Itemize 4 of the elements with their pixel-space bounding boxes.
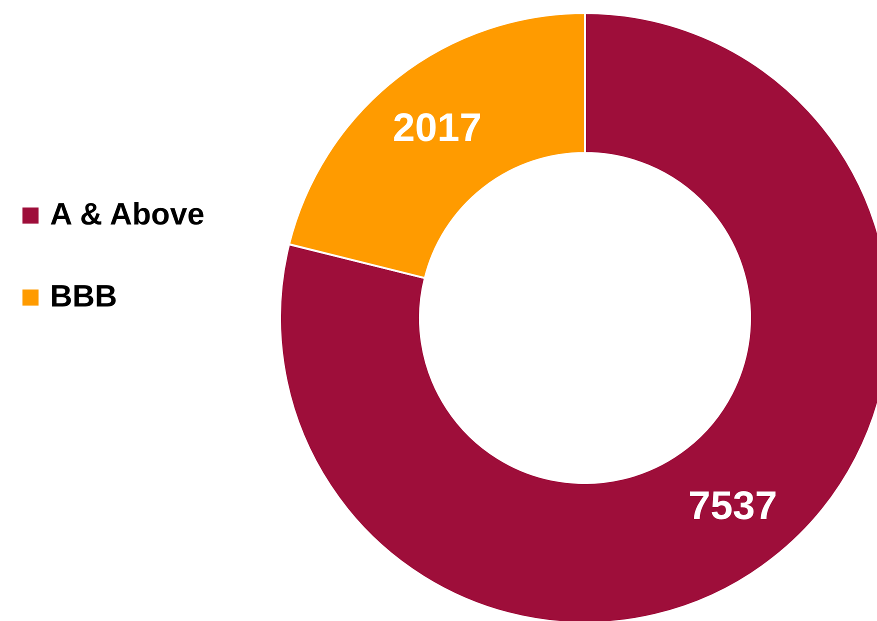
legend-label: A & Above xyxy=(50,196,204,232)
legend-label: BBB xyxy=(50,278,118,314)
data-label: 2017 xyxy=(392,106,482,150)
data-label: 7537 xyxy=(688,484,778,528)
